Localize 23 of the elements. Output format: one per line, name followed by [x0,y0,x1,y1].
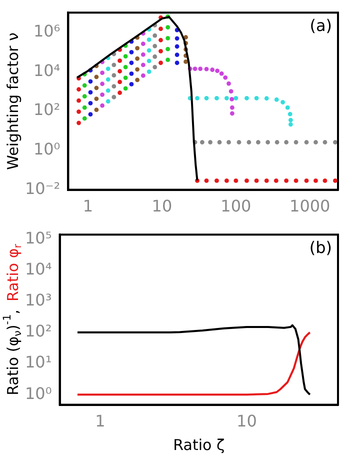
y-tick-label: 10⁶ [33,21,60,40]
y-tick-label: 10⁴ [24,259,52,278]
y-tick-label: 10⁻² [25,178,60,198]
x-tick-label: 1 [95,412,106,431]
y-tick-label: 10³ [24,290,52,310]
x-tick-label: 10 [152,196,172,216]
y-tick-label: 10⁰ [33,140,60,159]
x-tick-label: 100 [220,196,252,216]
annotation: (a) [310,16,332,35]
x-tick-label: 1 [82,196,94,216]
annotation: (b) [309,238,332,257]
x-tick-label: 10 [236,412,257,431]
text: Ratio φr [4,243,24,302]
y-tick-label: 10⁴ [33,60,60,80]
x-tick-label: 1000 [290,196,330,216]
x-axis-title: Ratio ζ [173,436,225,454]
y-tick-label: 10² [33,100,60,120]
y-tick-label: 10² [24,322,52,341]
y-axis-title: Weighting factor ν [4,32,22,170]
y-tick-label: 10⁰ [24,384,52,403]
y-tick-label: 10¹ [24,352,52,372]
y-tick-label: 10⁵ [24,228,52,248]
y-axis-title: Ratio (φν)-1, [2,309,24,396]
